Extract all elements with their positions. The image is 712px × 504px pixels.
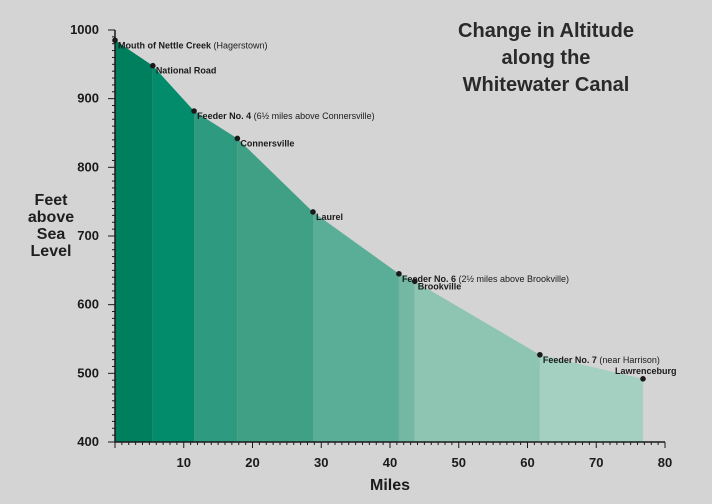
x-tick-label: 60 — [520, 455, 534, 470]
point-marker — [234, 135, 241, 142]
chart-title-line-2: along the — [501, 47, 591, 69]
altitude-band — [152, 65, 195, 442]
y-tick-label: 900 — [77, 91, 99, 106]
altitude-band — [194, 111, 238, 443]
y-axis-label-line-3: Sea — [36, 226, 66, 243]
point-label-note: (2½ miles above Brookville) — [456, 274, 569, 284]
point-label: Connersville — [240, 138, 294, 148]
point-label-name: Mouth of Nettle Creek — [118, 40, 212, 50]
x-tick-label: 80 — [658, 455, 672, 470]
point-marker — [191, 108, 197, 114]
x-tick-label: 20 — [245, 455, 259, 470]
point-marker — [150, 62, 156, 69]
altitude-band — [539, 354, 643, 442]
point-label: Feeder No. 7 (near Harrison) — [543, 355, 660, 365]
point-marker — [396, 270, 402, 277]
point-label: Feeder No. 6 (2½ miles above Brookville) — [402, 274, 569, 284]
point-label: Brookville — [418, 281, 462, 291]
axes-group: 10 20 30 40 50 60 70 80 Miles 400 500 600 700 800 900 1… — [70, 22, 672, 494]
y-tick-label: 700 — [77, 228, 99, 243]
chart-title-line-1: Change in Altitude — [458, 20, 634, 42]
point-label-name: Feeder No. 7 — [543, 355, 597, 365]
altitude-band — [115, 40, 153, 443]
point-marker — [640, 376, 646, 382]
point-label-note: (6½ miles above Connersville) — [251, 111, 375, 121]
x-tick-label: 70 — [589, 455, 603, 470]
x-tick-label: 10 — [177, 455, 191, 470]
point-label-name: Feeder No. 6 — [402, 274, 456, 284]
point-label-name: Brookville — [418, 281, 462, 291]
point-label: National Road — [156, 66, 217, 76]
point-group: Mouth of Nettle Creek (Hagerstown) Nation… — [112, 37, 677, 382]
point-label-name: National Road — [156, 66, 217, 76]
point-marker — [112, 37, 118, 44]
point-label-name: Lawrenceburg — [615, 366, 677, 376]
point-label: Laurel — [316, 212, 343, 222]
chart-title-line-3: Whitewater Canal — [462, 74, 630, 96]
point-marker — [411, 278, 418, 285]
point-label-note: (Hagerstown) — [211, 40, 268, 50]
y-tick-label: 800 — [77, 159, 99, 174]
point-marker — [310, 209, 316, 215]
y-tick-label: 500 — [77, 365, 99, 380]
y-tick-label: 1000 — [70, 22, 99, 37]
point-label-name: Laurel — [316, 212, 343, 222]
altitude-band — [237, 138, 313, 442]
point-marker — [537, 351, 543, 358]
altitude-band — [313, 211, 399, 442]
altitude-band — [398, 273, 415, 442]
y-tick-label: 400 — [77, 434, 99, 449]
point-label-name: Feeder No. 4 — [197, 111, 251, 121]
point-label: Mouth of Nettle Creek (Hagerstown) — [118, 40, 268, 50]
point-label-name: Connersville — [240, 138, 294, 148]
y-axis-label-line-2: above — [27, 209, 75, 226]
y-axis-label-line-4: Level — [30, 243, 72, 260]
y-axis-label-line-1: Feet — [34, 192, 68, 209]
band-group — [115, 40, 643, 443]
point-label-note: (near Harrison) — [597, 355, 660, 365]
y-tick-label: 600 — [77, 297, 99, 312]
altitude-band — [414, 281, 540, 442]
point-label: Lawrenceburg — [615, 366, 677, 376]
x-tick-label: 40 — [383, 455, 397, 470]
x-tick-label: 50 — [452, 455, 466, 470]
x-axis-title: Miles — [370, 477, 410, 494]
x-tick-label: 30 — [314, 455, 328, 470]
point-label: Feeder No. 4 (6½ miles above Connersvill… — [197, 111, 375, 121]
